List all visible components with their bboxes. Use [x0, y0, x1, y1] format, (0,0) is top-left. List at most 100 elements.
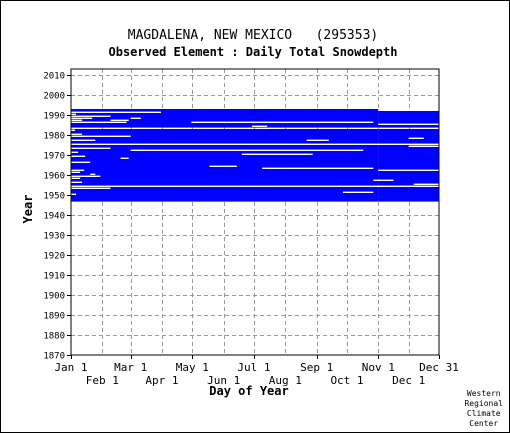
- year-row: [71, 115, 379, 118]
- y-tick-label: 1930: [43, 232, 65, 242]
- data-layer: [71, 109, 439, 202]
- x-tick-label: Oct 1: [330, 374, 363, 387]
- year-row: [71, 139, 379, 142]
- chart-subtitle: Observed Element : Daily Total Snowdepth: [109, 45, 398, 59]
- year-row: [378, 131, 439, 134]
- missing-segment: [251, 125, 268, 127]
- y-tick-label: 1920: [43, 252, 65, 262]
- year-row: [378, 155, 439, 158]
- missing-segment: [342, 191, 374, 193]
- x-axis-label: Day of Year: [209, 384, 288, 398]
- year-row: [378, 133, 439, 136]
- missing-segment: [71, 113, 77, 115]
- missing-segment: [408, 145, 439, 147]
- year-row: [71, 157, 379, 160]
- year-row: [71, 179, 379, 182]
- year-row: [378, 161, 439, 164]
- missing-segment: [71, 135, 131, 137]
- year-row: [71, 187, 379, 190]
- year-row: [71, 125, 379, 128]
- y-tick-label: 1900: [43, 292, 65, 302]
- x-tick-label: Apr 1: [145, 374, 178, 387]
- x-tick-label: Mar 1: [114, 361, 147, 374]
- year-row: [71, 175, 379, 178]
- y-tick-label: 1940: [43, 212, 65, 222]
- year-row: [378, 121, 439, 124]
- y-tick-label: 1990: [43, 112, 65, 122]
- year-row: [378, 153, 439, 156]
- year-row: [71, 151, 379, 154]
- year-row: [378, 193, 439, 196]
- missing-segment: [71, 121, 127, 123]
- year-row: [71, 123, 379, 126]
- year-row: [71, 191, 379, 194]
- missing-segment: [71, 193, 77, 195]
- x-tick-label: Jan 1: [54, 361, 87, 374]
- year-row: [71, 183, 379, 186]
- credit-line: Regional: [464, 399, 503, 408]
- missing-segment: [71, 129, 76, 131]
- year-row: [378, 181, 439, 184]
- year-row: [378, 197, 439, 200]
- year-row: [71, 173, 379, 176]
- year-row: [71, 199, 379, 202]
- y-axis-ticks: 1870 1880 1890 1900 1910 1920 1930 1940 1950 1960…: [43, 72, 71, 362]
- missing-segment: [71, 111, 161, 113]
- missing-segment: [378, 169, 439, 171]
- year-row: [378, 139, 439, 142]
- x-tick-label: Dec 1: [392, 374, 425, 387]
- year-row: [71, 141, 379, 144]
- y-tick-label: 2000: [43, 92, 65, 102]
- missing-segment: [71, 151, 79, 153]
- missing-segment: [71, 155, 86, 157]
- year-row: [71, 181, 379, 184]
- x-tick-label: Nov 1: [362, 361, 395, 374]
- missing-segment: [306, 139, 329, 141]
- year-row: [71, 111, 379, 114]
- missing-segment: [71, 119, 83, 121]
- y-tick-label: 1980: [43, 132, 65, 142]
- year-row: [71, 135, 379, 138]
- missing-segment: [262, 167, 374, 169]
- credit-line: Climate: [466, 409, 501, 418]
- missing-segment: [241, 153, 313, 155]
- year-row: [378, 173, 439, 176]
- y-tick-label: 1880: [43, 332, 65, 342]
- year-row: [378, 117, 439, 120]
- x-tick-label: Sep 1: [300, 361, 333, 374]
- year-row: [378, 111, 439, 114]
- year-row: [71, 171, 379, 174]
- year-row: [378, 177, 439, 180]
- y-tick-label: 1970: [43, 152, 65, 162]
- year-row: [71, 197, 379, 200]
- year-row: [378, 175, 439, 178]
- year-row: [378, 183, 439, 186]
- year-row: [378, 167, 439, 170]
- year-row: [378, 165, 439, 168]
- missing-segment: [71, 139, 96, 141]
- missing-segment: [71, 115, 111, 117]
- missing-segment: [71, 169, 85, 171]
- missing-segment: [71, 175, 101, 177]
- y-tick-label: 2010: [43, 72, 65, 82]
- missing-segment: [130, 117, 141, 119]
- year-row: [71, 177, 379, 180]
- year-row: [71, 159, 379, 162]
- year-row: [378, 119, 439, 122]
- missing-segment: [110, 119, 129, 121]
- year-row: [378, 195, 439, 198]
- year-row: [378, 141, 439, 144]
- missing-segment: [71, 161, 91, 163]
- missing-segment: [191, 121, 374, 123]
- year-row: [71, 193, 379, 196]
- missing-segment: [71, 133, 83, 135]
- y-tick-label: 1950: [43, 192, 65, 202]
- year-row: [71, 147, 379, 150]
- missing-segment: [408, 137, 424, 139]
- missing-segment: [71, 117, 93, 119]
- year-row: [71, 195, 379, 198]
- year-row: [378, 129, 439, 132]
- credit-line: Western: [466, 389, 501, 398]
